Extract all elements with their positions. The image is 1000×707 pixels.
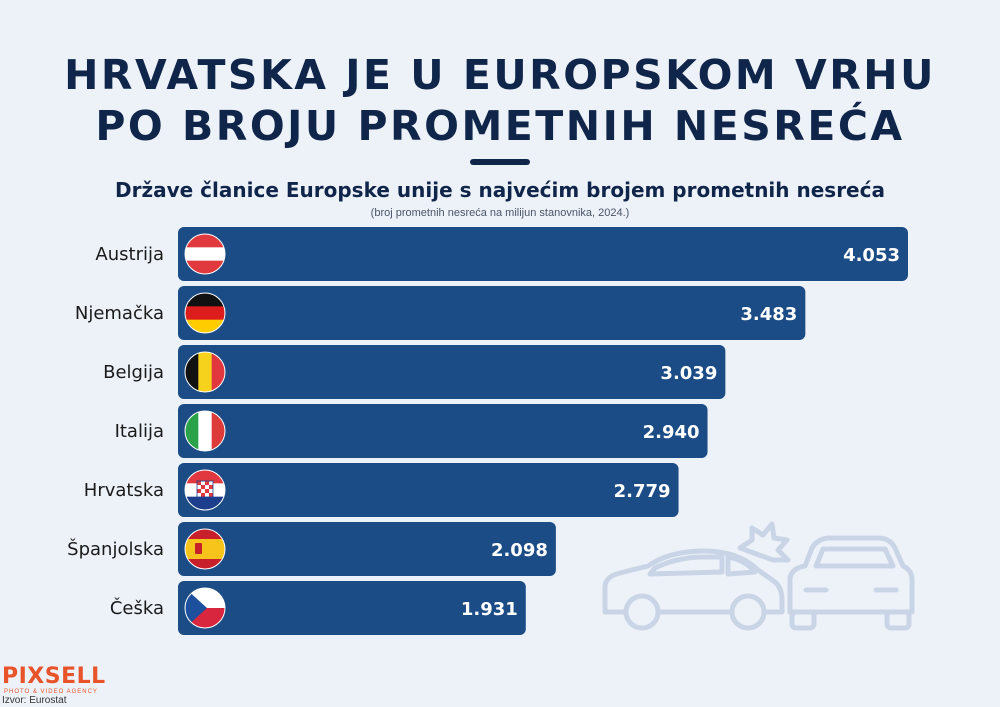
category-label: Italija	[115, 421, 164, 442]
category-label: Španjolska	[67, 538, 164, 560]
croatia-flag	[184, 469, 226, 511]
bar-group-4: Hrvatska 2.779	[84, 463, 679, 517]
pixsell-tagline: PHOTO & VIDEO AGENCY	[4, 689, 98, 695]
category-label: Njemačka	[75, 303, 164, 324]
page-title: HRVATSKA JE U EUROPSKOM VRHU PO BROJU PR…	[0, 50, 1000, 152]
value-label: 2.779	[614, 481, 671, 502]
bar	[178, 286, 806, 340]
category-label: Češka	[110, 597, 164, 619]
chart-subtitle: Države članice Europske unije s najvećim…	[115, 178, 885, 202]
bar	[178, 581, 526, 635]
belgium-flag	[184, 351, 226, 393]
germany-flag	[184, 292, 226, 334]
value-label: 2.940	[643, 422, 700, 443]
source-note: Izvor: Eurostat	[2, 695, 67, 706]
category-label: Austrija	[95, 244, 164, 265]
spain-flag	[184, 528, 226, 570]
category-label: Belgija	[103, 362, 164, 383]
bar-group-2: Belgija 3.039	[103, 345, 726, 399]
value-label: 4.053	[843, 245, 900, 266]
austria-flag	[184, 233, 226, 275]
title-line-2: PO BROJU PROMETNIH NESREĆA	[95, 102, 905, 150]
bar	[178, 522, 556, 576]
bar	[178, 345, 726, 399]
bar	[178, 227, 908, 281]
bar-group-3: Italija 2.940	[115, 404, 708, 458]
category-label: Hrvatska	[84, 480, 164, 501]
value-label: 2.098	[491, 540, 548, 561]
bar-group-1: Njemačka 3.483	[75, 286, 806, 340]
bar-group-5: Španjolska 2.098	[67, 522, 556, 576]
title-line-1: HRVATSKA JE U EUROPSKOM VRHU	[64, 51, 936, 99]
italy-flag	[184, 410, 226, 452]
value-label: 3.483	[740, 304, 797, 325]
value-label: 3.039	[660, 363, 717, 384]
bar	[178, 404, 708, 458]
czechia-flag	[184, 587, 226, 629]
bar-group-0: Austrija 4.053	[95, 227, 908, 281]
title-divider	[470, 159, 530, 165]
value-label: 1.931	[461, 599, 518, 620]
car-crash-icon	[602, 521, 915, 631]
chart-subnote: (broj prometnih nesreća na milijun stano…	[370, 207, 630, 219]
bar-group-6: Češka 1.931	[110, 581, 526, 635]
bar	[178, 463, 679, 517]
pixsell-logo: PIXSELL	[2, 664, 106, 689]
